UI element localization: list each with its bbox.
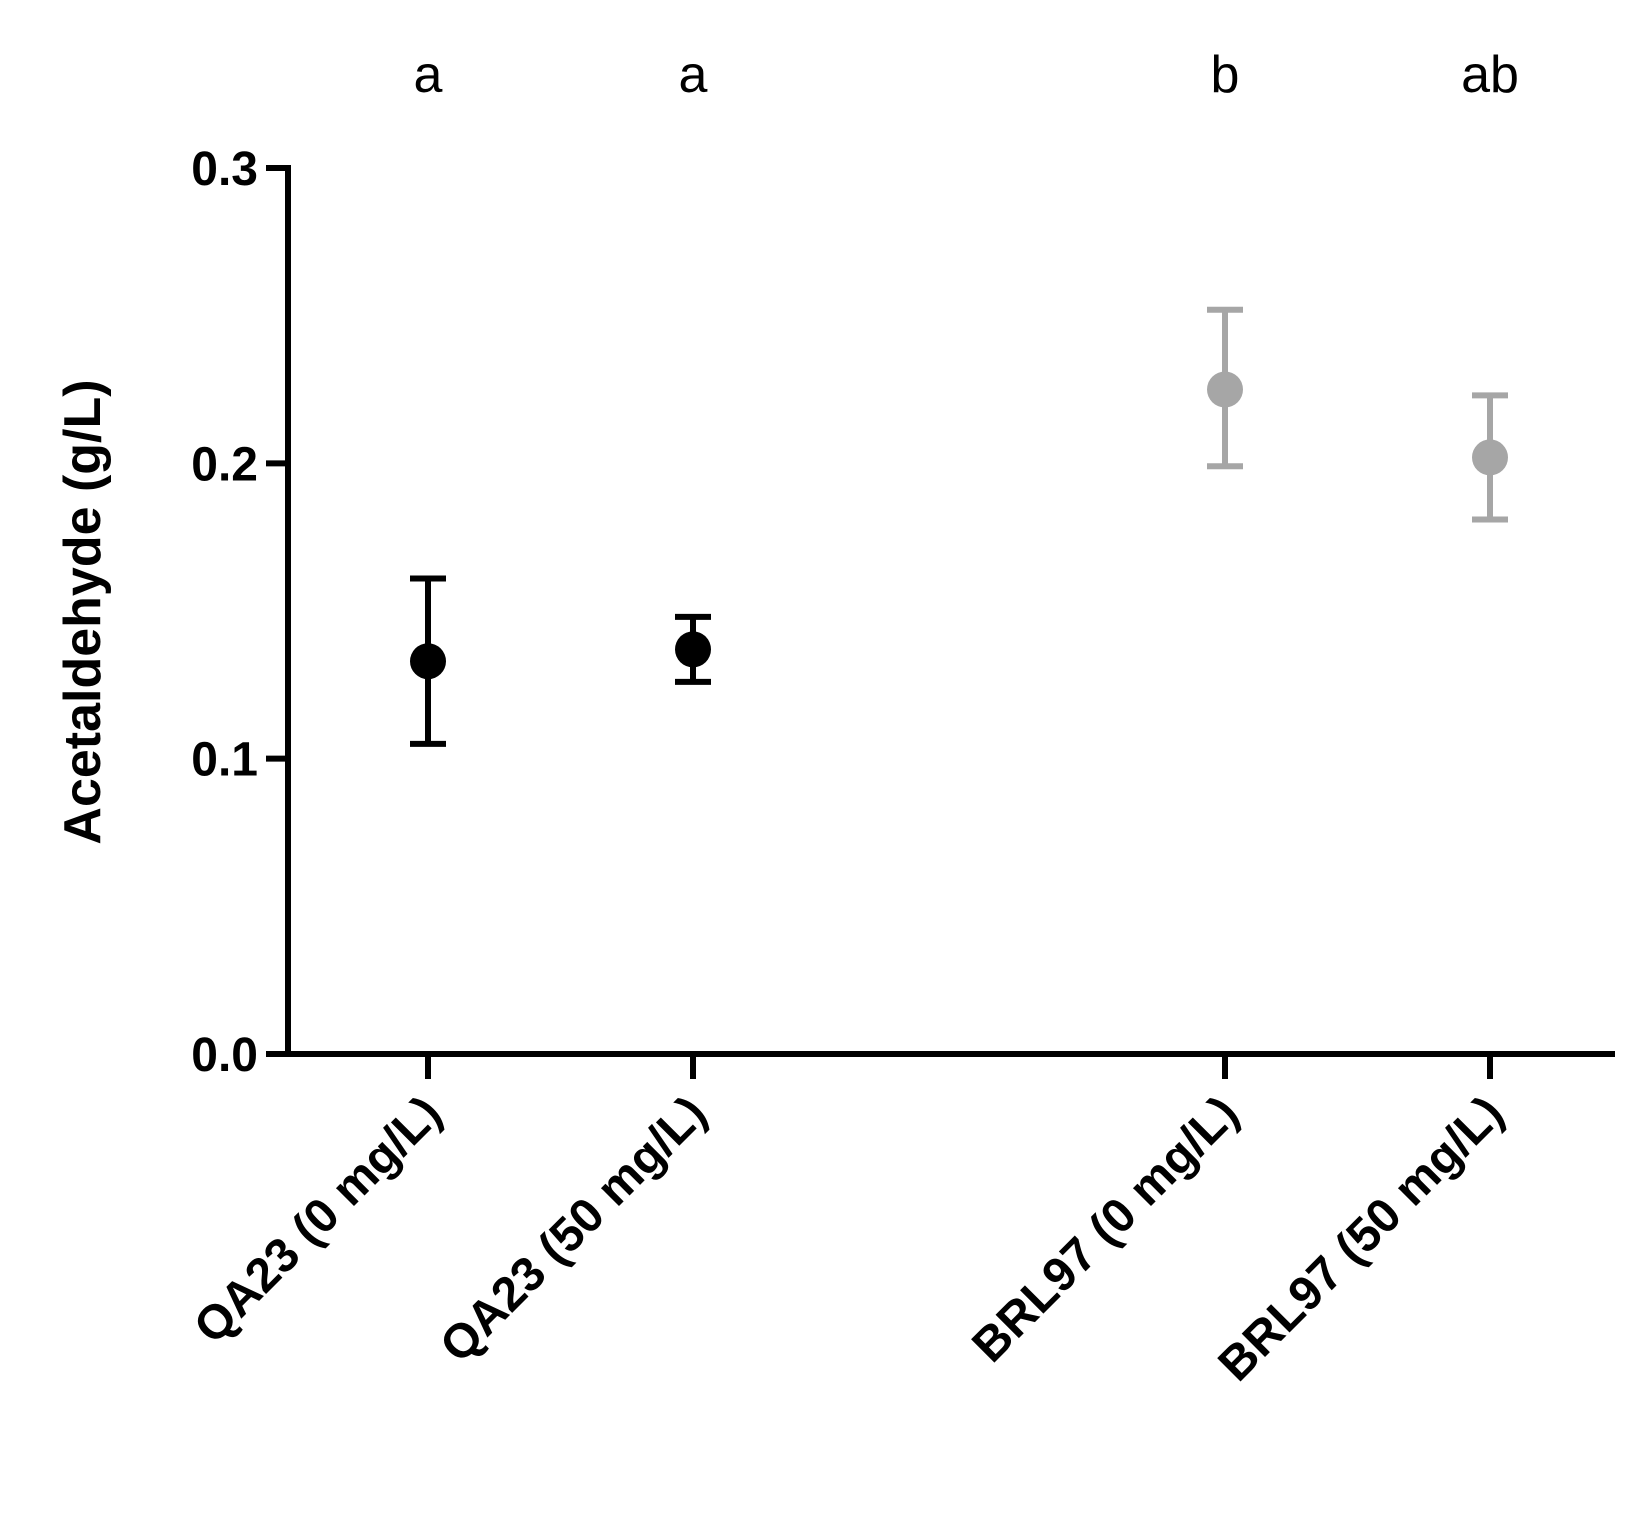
x-ticks: QA23 (0 mg/L)QA23 (50 mg/L) BRL97 (0 mg/L…	[184, 1054, 1514, 1392]
y-tick-label: 0.3	[191, 143, 258, 196]
significance-letter: b	[1211, 46, 1240, 104]
data-markers	[410, 306, 1508, 747]
data-point-group	[1472, 392, 1508, 523]
data-point	[410, 643, 446, 680]
axes	[285, 165, 1615, 1057]
significance-letter: ab	[1461, 46, 1519, 104]
data-point	[675, 631, 711, 668]
x-category-label: BRL97 (50 mg/L)	[1208, 1086, 1513, 1391]
data-point-group	[1207, 306, 1243, 470]
y-tick-label: 0.0	[191, 1029, 258, 1082]
significance-letters: a a b ab	[414, 46, 1519, 104]
y-tick-label: 0.1	[191, 734, 258, 787]
data-point-group	[675, 613, 711, 685]
y-axis-title: Acetaldehyde (g/L)	[54, 379, 112, 844]
data-point	[1207, 371, 1243, 408]
y-ticks: 0.0 0.1 0.2 0.3	[191, 143, 288, 1082]
x-category-label: QA23 (50 mg/L)	[430, 1086, 716, 1372]
data-point-group	[410, 575, 446, 747]
x-category-label: BRL97 (0 mg/L)	[962, 1086, 1248, 1372]
data-point	[1472, 439, 1508, 476]
x-category-label: QA23 (0 mg/L)	[184, 1086, 452, 1354]
significance-letter: a	[414, 46, 443, 104]
significance-letter: a	[679, 46, 708, 104]
y-tick-label: 0.2	[191, 438, 258, 491]
